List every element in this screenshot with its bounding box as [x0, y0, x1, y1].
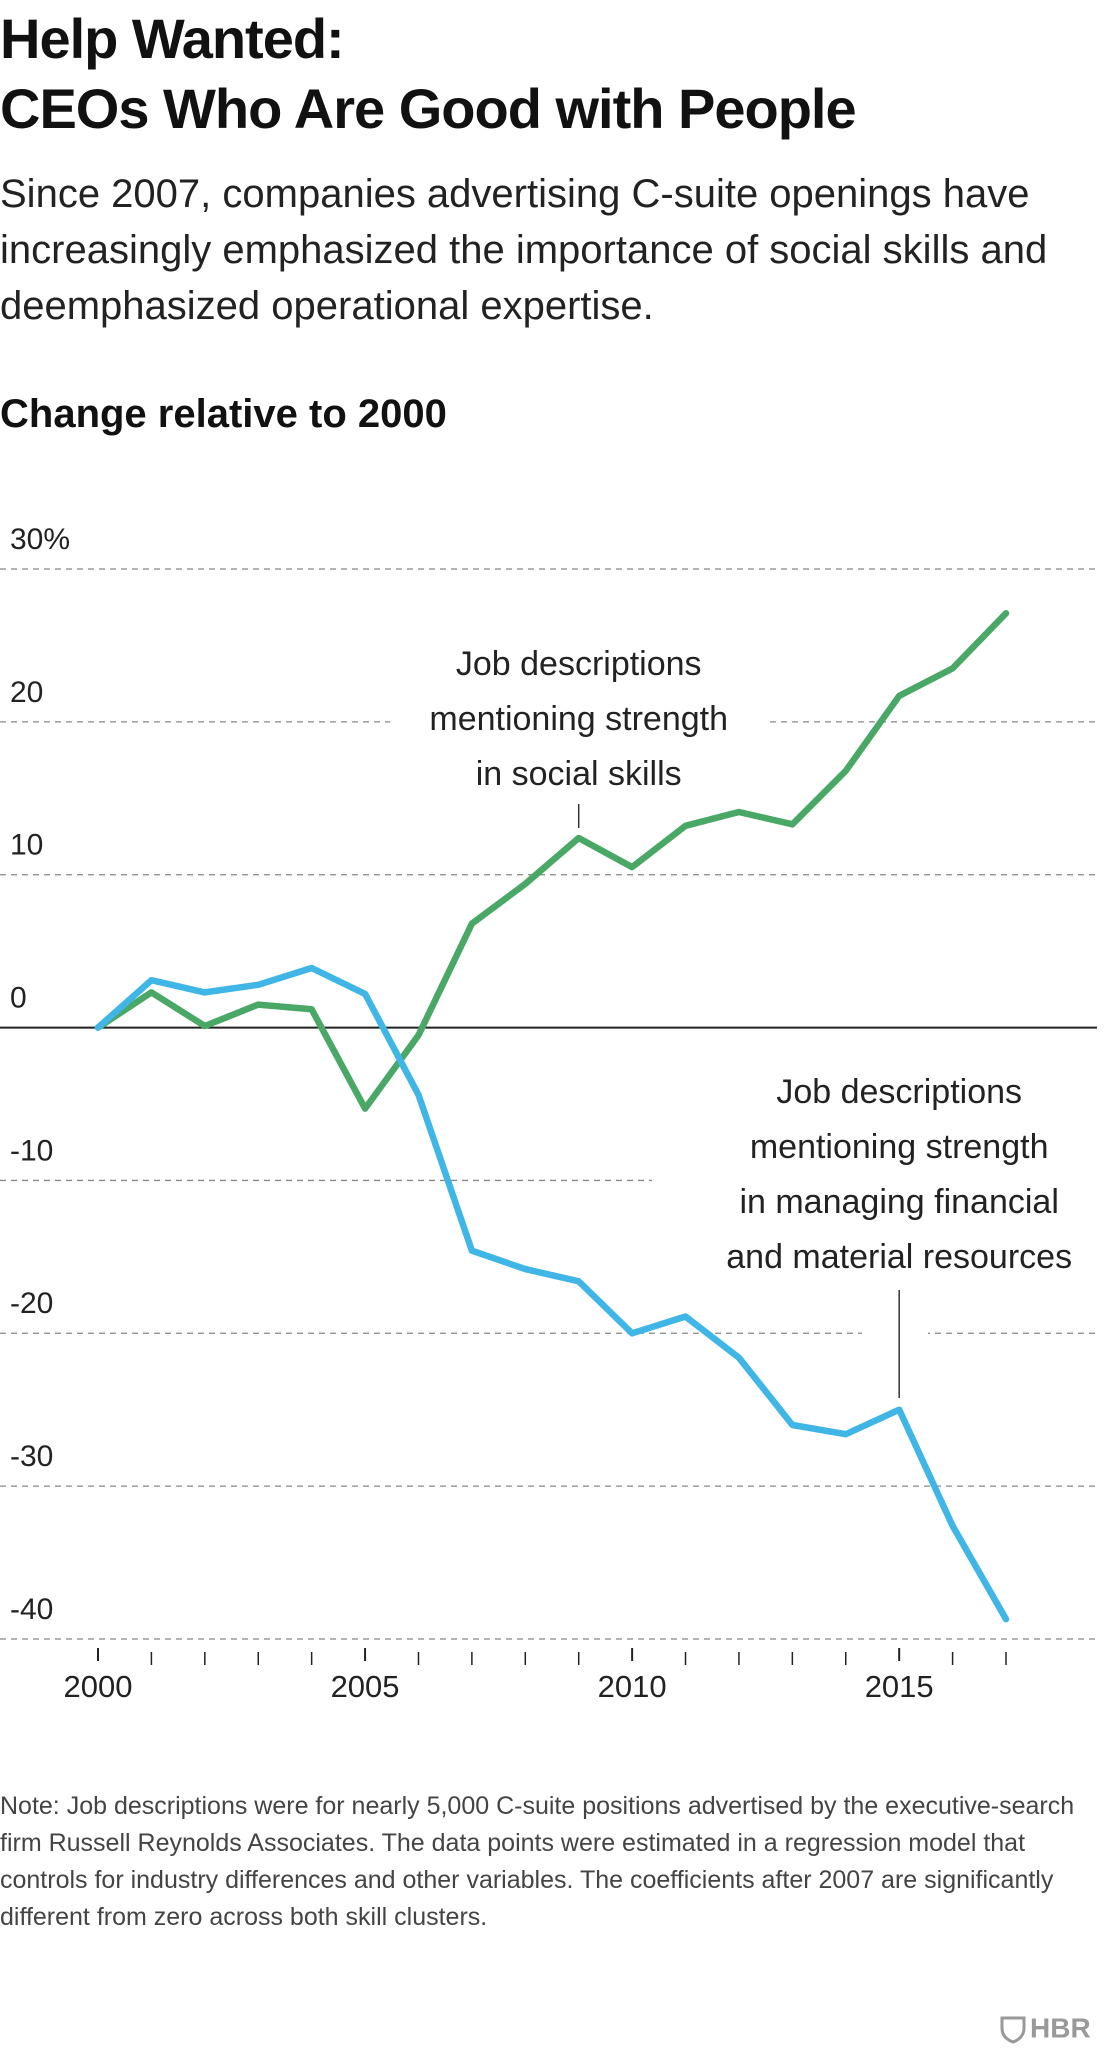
y-tick-label: -30 — [10, 1440, 53, 1473]
annotation-text: mentioning strength — [750, 1128, 1049, 1166]
logo-shield — [1000, 2016, 1026, 2044]
annotation-text: Job descriptions — [776, 1073, 1022, 1111]
title-line: CEOs Who Are Good with People — [0, 77, 857, 140]
title-line: Help Wanted: — [0, 7, 345, 70]
annotation-text: in social skills — [476, 755, 682, 793]
note: Note: Job descriptions were for nearly 5… — [0, 1792, 1075, 1931]
annotation-text: and material resources — [726, 1238, 1072, 1276]
annotation-gap — [862, 1322, 928, 1342]
y-axis-title: Change relative to 2000 — [0, 392, 447, 436]
annotation-gap — [390, 640, 768, 800]
annotation-text: in managing financial — [739, 1183, 1058, 1221]
x-tick-label: 2000 — [64, 1669, 133, 1704]
y-tick-label: -20 — [10, 1287, 53, 1320]
annotation-gap — [652, 1070, 1097, 1285]
data-line — [94, 610, 1010, 1112]
logo: HBR — [1030, 2012, 1091, 2043]
y-tick-label: -10 — [10, 1134, 53, 1167]
annotation-text: Job descriptions — [456, 645, 702, 683]
x-tick-label: 2010 — [598, 1669, 667, 1704]
data-line — [94, 964, 1010, 1623]
y-tick-label: 10 — [10, 829, 43, 862]
title: Help Wanted: CEOs Who Are Good with Peop… — [0, 4, 857, 144]
y-tick-label: 0 — [10, 981, 27, 1014]
x-tick-label: 2005 — [331, 1669, 400, 1704]
y-tick-label: -40 — [10, 1593, 53, 1626]
annotation-text: mentioning strength — [429, 700, 728, 738]
y-tick-label: 20 — [10, 676, 43, 709]
y-tick-label: 30% — [10, 523, 70, 556]
x-tick-label: 2015 — [865, 1669, 934, 1704]
subtitle: Since 2007, companies advertising C-suit… — [0, 172, 1048, 328]
